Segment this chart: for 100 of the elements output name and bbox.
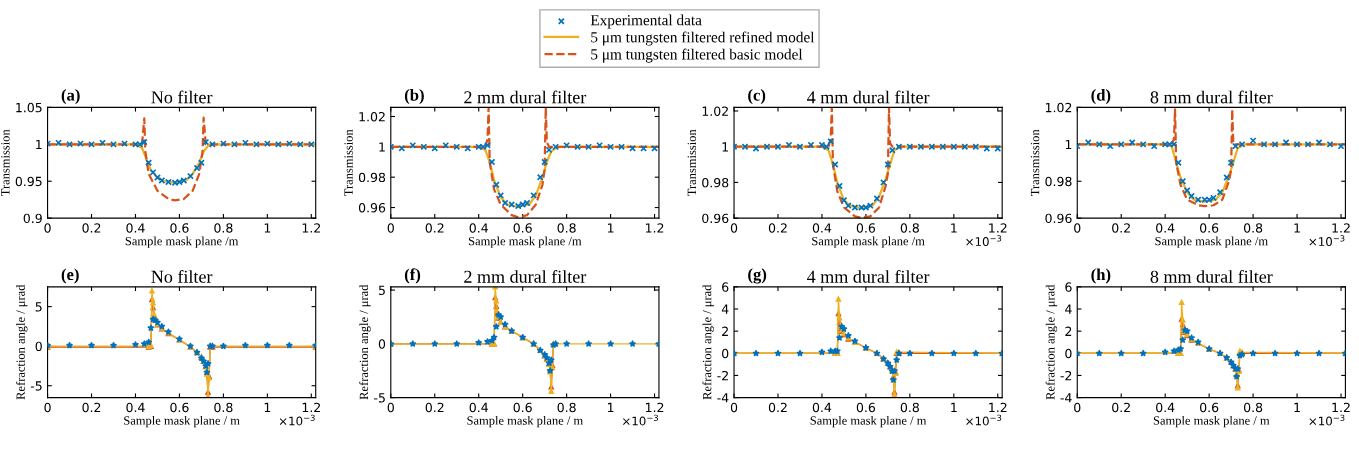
chart-title: 2 mm dural filter xyxy=(464,90,587,104)
x-tick-label: 1 xyxy=(951,402,957,412)
x-tick-label: 1.2 xyxy=(989,223,1007,233)
y-axis-title: Transmission xyxy=(687,129,697,197)
y-axis-title: Transmission xyxy=(1,129,10,197)
x-tick-label: 0 xyxy=(730,402,738,413)
chart-title: 8 mm dural filter xyxy=(1150,269,1273,283)
x-axis-title: Sample mask plane /m xyxy=(1155,236,1268,248)
x-tick-label: 1 xyxy=(1294,402,1300,412)
x-axis-title: Sample mask plane / m xyxy=(124,415,240,428)
y-tick-label: 1 xyxy=(1065,139,1072,150)
y-tick-label: 1 xyxy=(722,142,729,152)
y-tick-label: -2 xyxy=(1060,370,1072,381)
legend-label: 5 μm tungsten filtered refined model xyxy=(591,31,815,46)
x-tick-label: 0.4 xyxy=(812,402,832,413)
x-axis-title: Sample mask plane /m xyxy=(125,236,239,248)
y-tick-label: 1.02 xyxy=(359,111,385,122)
y-tick-label: 0.96 xyxy=(1045,213,1072,224)
y-axis-title: Transmission xyxy=(344,129,353,197)
x-tick-label: 1 xyxy=(264,223,271,233)
y-tick-label: 4 xyxy=(721,304,729,314)
y-tick-label: -4 xyxy=(1060,393,1072,403)
x-tick-label: 0 xyxy=(387,223,394,233)
text: ×10$^{−3}$ xyxy=(623,414,658,426)
text: (h) xyxy=(1091,268,1111,284)
chart-title: No filter xyxy=(151,269,213,283)
y-tick-label: 2 xyxy=(722,326,728,336)
x-tick-label: 0.6 xyxy=(1200,223,1219,233)
text: (g) xyxy=(748,268,767,284)
x-tick-label: 0.8 xyxy=(900,223,919,233)
y-tick-label: -5 xyxy=(30,381,42,391)
y-tick-label: 0.98 xyxy=(1045,176,1072,187)
x-tick-label: 0.8 xyxy=(900,402,919,413)
x-tick-label: 0.4 xyxy=(469,402,488,413)
x-tick-label: 0.8 xyxy=(557,402,576,413)
text: (a) xyxy=(61,88,80,105)
legend-label: Experimental data xyxy=(590,14,702,29)
x-tick-label: 0.6 xyxy=(170,402,189,413)
y-axis-title: Refraction angle / μrad xyxy=(15,284,28,400)
y-tick-label: 0 xyxy=(378,339,386,349)
x-tick-label: 0.8 xyxy=(1243,223,1263,233)
x-tick-label: 0.2 xyxy=(768,402,787,413)
x-tick-label: 0 xyxy=(387,402,394,413)
x-tick-label: 1.2 xyxy=(989,402,1007,412)
x-tick-label: 0.2 xyxy=(425,223,444,233)
x-tick-label: 1 xyxy=(1294,223,1300,233)
x-tick-label: 1 xyxy=(264,402,271,412)
text: ×10$^{−3}$ xyxy=(279,414,315,426)
x-tick-label: 0.2 xyxy=(1112,223,1130,233)
y-tick-label: -4 xyxy=(717,393,729,403)
x-tick-label: 0.2 xyxy=(768,223,787,233)
text: (d) xyxy=(1091,88,1111,105)
x-tick-label: 1.2 xyxy=(1332,402,1350,412)
x-tick-label: 1.2 xyxy=(645,223,664,233)
y-tick-label: 1.02 xyxy=(1045,102,1072,113)
y-tick-label: 6 xyxy=(722,282,729,292)
y-tick-label: 0.9 xyxy=(23,213,42,224)
y-tick-label: 0.95 xyxy=(15,176,42,187)
y-tick-label: 0.98 xyxy=(702,177,729,188)
x-tick-label: 0.8 xyxy=(557,223,576,233)
x-axis-title: Sample mask plane / m xyxy=(467,415,583,428)
y-tick-label: -2 xyxy=(717,370,728,381)
chart-title: 4 mm dural filter xyxy=(807,269,930,283)
x-axis-title: Sample mask plane /m xyxy=(812,236,925,248)
x-axis-title: Sample mask plane / m xyxy=(810,415,927,428)
y-tick-label: 1.05 xyxy=(16,102,42,113)
x-tick-label: 0.6 xyxy=(170,223,189,233)
y-tick-label: 1.02 xyxy=(702,106,728,116)
y-axis-title: Refraction angle / μrad xyxy=(359,284,371,400)
x-tick-label: 0 xyxy=(730,223,738,233)
y-axis-title: Refraction angle / μrad xyxy=(702,284,714,400)
x-tick-label: 0 xyxy=(44,223,51,233)
text: ×10$^{−3}$ xyxy=(1309,414,1345,426)
x-tick-label: 0.6 xyxy=(856,402,876,413)
x-tick-label: 0.8 xyxy=(1243,402,1263,413)
y-tick-label: 2 xyxy=(1065,326,1072,336)
text: (b) xyxy=(404,88,424,105)
x-tick-label: 1.2 xyxy=(645,402,664,412)
y-tick-label: 1 xyxy=(379,142,385,152)
x-tick-label: 0.2 xyxy=(1112,402,1130,413)
legend-label: 5 μm tungsten filtered basic model xyxy=(591,48,803,63)
chart-title: 2 mm dural filter xyxy=(464,269,587,283)
text: ×10$^{−3}$ xyxy=(966,235,1002,247)
text: ×10$^{−3}$ xyxy=(966,414,1002,426)
text: (f) xyxy=(404,268,421,284)
y-tick-label: -5 xyxy=(374,393,385,403)
text: ×10$^{−3}$ xyxy=(1309,235,1345,247)
x-tick-label: 0.6 xyxy=(513,223,532,233)
x-tick-label: 0.2 xyxy=(425,402,444,413)
text: (e) xyxy=(61,268,79,284)
y-tick-label: 4 xyxy=(1065,304,1072,314)
x-tick-label: 0.6 xyxy=(856,223,876,233)
y-tick-label: 6 xyxy=(1065,282,1072,292)
x-tick-label: 0.4 xyxy=(1156,402,1175,413)
x-tick-label: 1.2 xyxy=(302,402,321,412)
y-tick-label: 5 xyxy=(35,302,42,312)
x-tick-label: 0.2 xyxy=(82,402,101,413)
x-tick-label: 0.4 xyxy=(812,223,832,233)
x-tick-label: 1 xyxy=(607,402,614,412)
y-tick-label: 0.98 xyxy=(358,172,386,183)
